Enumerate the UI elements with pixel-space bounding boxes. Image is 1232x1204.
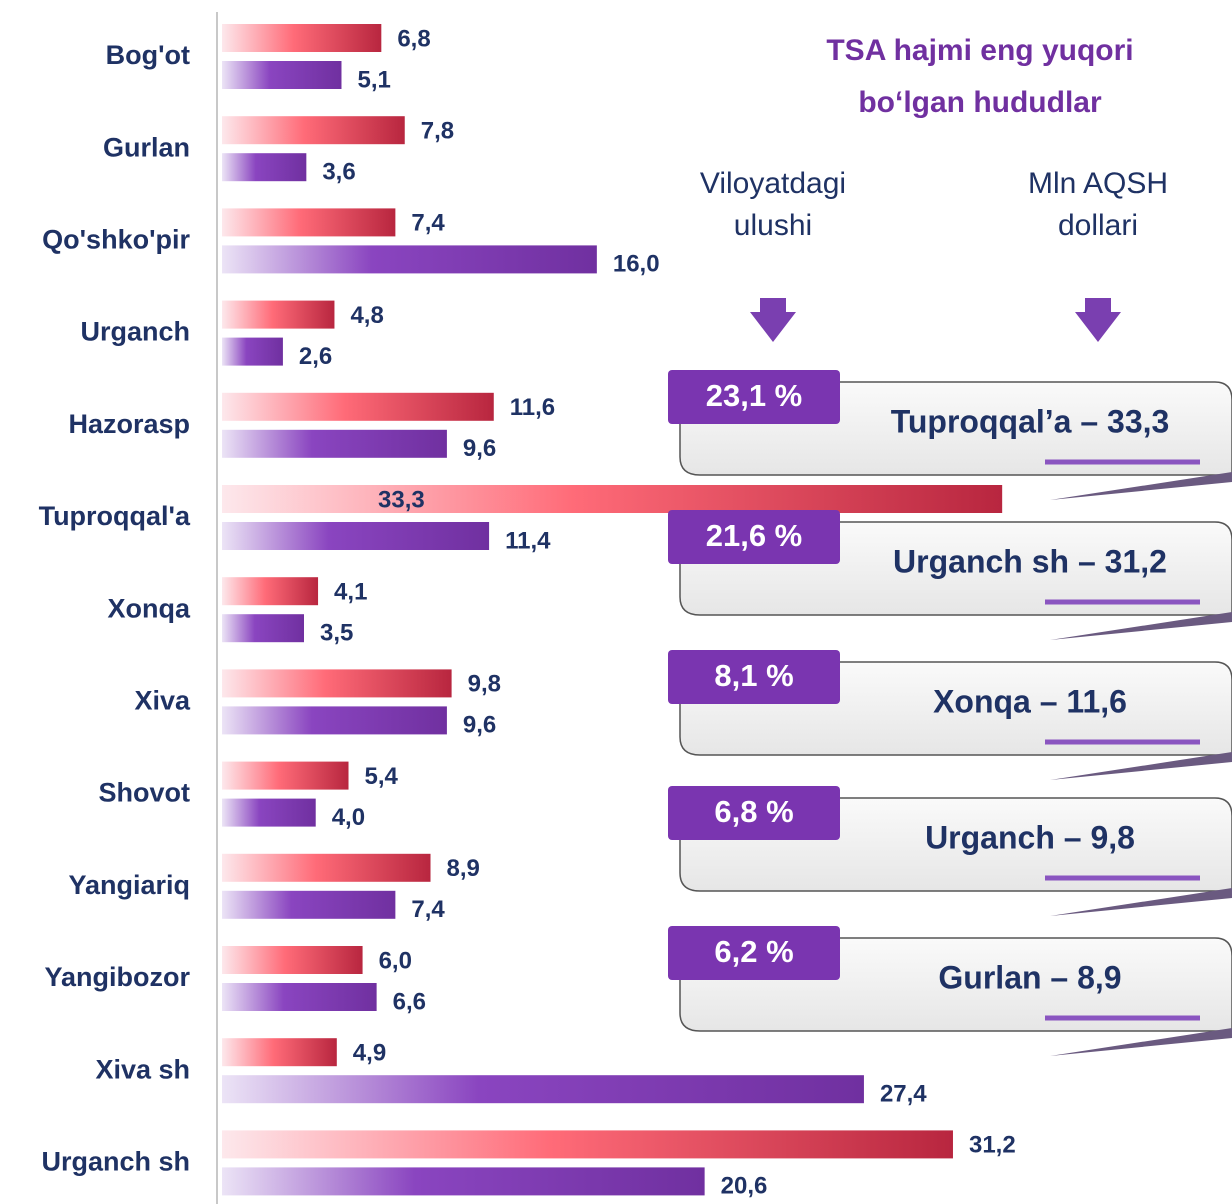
value-label: 7,4: [411, 896, 445, 923]
item-label: Urganch sh – 31,2: [893, 543, 1167, 579]
value-label: 4,8: [350, 302, 383, 329]
bar: [222, 392, 494, 421]
bar: [222, 245, 597, 274]
bar: [222, 983, 377, 1011]
bar: [222, 761, 349, 790]
value-label: 6,8: [397, 25, 430, 52]
bar: [222, 1130, 953, 1159]
value-label: 8,9: [447, 855, 480, 882]
category-label: Yangiariq: [68, 870, 190, 900]
callout-shadow: [1050, 1028, 1232, 1056]
column-header: Viloyatdagi: [700, 167, 846, 200]
bar: [222, 24, 382, 52]
callout-shadow: [1050, 752, 1232, 780]
bar: [222, 300, 335, 329]
value-label: 9,8: [468, 671, 501, 698]
bar: [222, 208, 396, 237]
category-label: Shovot: [99, 778, 191, 808]
bar: [222, 798, 316, 827]
column-header: ulushi: [734, 209, 812, 242]
bar: [222, 429, 447, 458]
value-label: 3,6: [322, 159, 355, 186]
value-label: 4,9: [353, 1040, 386, 1067]
value-label: 5,1: [357, 66, 390, 93]
category-label: Yangibozor: [44, 962, 190, 992]
panel-title: bo‘lgan hududlar: [858, 86, 1102, 119]
bar: [222, 1038, 337, 1067]
bar: [222, 485, 1003, 513]
bar: [222, 577, 319, 606]
value-label: 11,6: [510, 394, 555, 421]
bar: [222, 946, 363, 974]
value-label: 9,6: [463, 712, 496, 739]
value-label: 5,4: [365, 763, 399, 790]
category-label: Urganch sh: [41, 1147, 190, 1177]
value-label: 4,0: [332, 804, 365, 831]
item-label: Urganch – 9,8: [925, 819, 1135, 855]
value-label: 6,6: [393, 988, 426, 1015]
share-tab: [668, 370, 840, 424]
value-label: 16,0: [613, 251, 660, 278]
share-label: 21,6 %: [706, 518, 803, 553]
share-tab: [668, 650, 840, 704]
callout-shadow: [1050, 612, 1232, 640]
value-label: 31,2: [969, 1132, 1016, 1159]
panel-title: TSA hajmi eng yuqori: [826, 34, 1133, 67]
category-label: Xiva: [134, 686, 191, 716]
share-label: 8,1 %: [714, 658, 793, 693]
value-label: 2,6: [299, 343, 332, 370]
item-label: Tuproqqal’a – 33,3: [891, 403, 1170, 439]
category-label: Tuproqqal'a: [39, 501, 191, 531]
share-tab: [668, 786, 840, 840]
value-label: 20,6: [721, 1173, 768, 1200]
arrow-icon: [1075, 298, 1121, 342]
bar: [222, 1075, 864, 1104]
bar: [222, 337, 283, 366]
bar: [222, 61, 342, 89]
callout-shadow: [1050, 888, 1232, 916]
column-header: dollari: [1058, 209, 1138, 242]
category-label: Gurlan: [103, 132, 190, 162]
callout-shadow: [1050, 472, 1232, 500]
bar: [222, 522, 490, 550]
value-label: 4,1: [334, 579, 367, 606]
bar: [222, 614, 304, 643]
arrow-icon: [750, 298, 796, 342]
category-label: Qo'shko'pir: [42, 225, 190, 255]
category-label: Xonqa: [107, 593, 190, 623]
category-label: Hazorasp: [68, 409, 190, 439]
category-label: Bog'ot: [106, 40, 190, 70]
category-label: Urganch: [80, 317, 190, 347]
bar: [222, 890, 396, 919]
value-label: 6,0: [379, 947, 412, 974]
share-tab: [668, 926, 840, 980]
value-label: 11,4: [505, 527, 551, 554]
bar: [222, 116, 405, 145]
value-label: 9,6: [463, 435, 496, 462]
bar: [222, 853, 431, 882]
share-label: 6,2 %: [714, 934, 793, 969]
bar: [222, 669, 452, 698]
value-label: 27,4: [880, 1081, 927, 1108]
bar: [222, 706, 447, 735]
item-label: Xonqa – 11,6: [933, 683, 1127, 719]
value-label: 3,5: [320, 620, 353, 647]
bar: [222, 1167, 705, 1196]
share-label: 6,8 %: [714, 794, 793, 829]
value-label: 7,8: [421, 118, 454, 145]
value-label: 7,4: [411, 210, 445, 237]
bar: [222, 153, 307, 182]
item-label: Gurlan – 8,9: [938, 959, 1121, 995]
share-label: 23,1 %: [706, 378, 803, 413]
category-label: Xiva sh: [95, 1054, 190, 1084]
column-header: Mln AQSH: [1028, 167, 1168, 200]
share-tab: [668, 510, 840, 564]
value-label: 33,3: [378, 486, 425, 513]
